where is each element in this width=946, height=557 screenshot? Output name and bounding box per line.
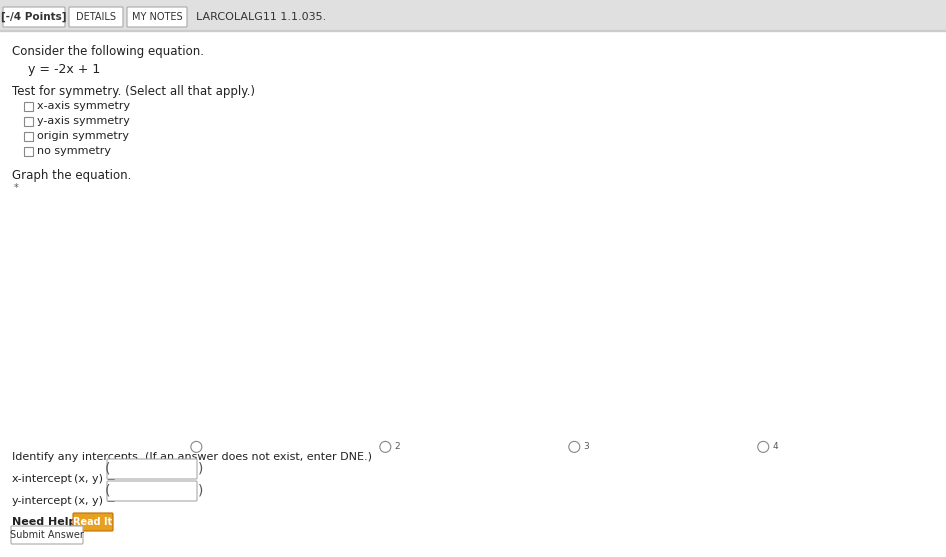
Text: x: x [377, 262, 383, 272]
Circle shape [758, 441, 769, 452]
FancyBboxPatch shape [69, 7, 123, 27]
Text: Need Help?: Need Help? [12, 517, 83, 527]
Text: Graph the equation.: Graph the equation. [12, 169, 131, 182]
Text: *: * [14, 183, 19, 193]
Text: ): ) [198, 484, 203, 498]
Text: y: y [660, 111, 667, 121]
Bar [0, 0, 946, 30]
Text: y = -2x + 1: y = -2x + 1 [28, 63, 100, 76]
Bar [24, 132, 33, 141]
Text: 4: 4 [772, 442, 778, 451]
Text: no symmetry: no symmetry [37, 146, 111, 156]
Text: x: x [566, 262, 572, 272]
Text: DETAILS: DETAILS [76, 12, 116, 22]
Circle shape [380, 441, 391, 452]
Text: y: y [283, 111, 289, 121]
Text: Identify any intercepts. (If an answer does not exist, enter DNE.): Identify any intercepts. (If an answer d… [12, 452, 372, 462]
Bar [0, 30, 946, 31]
Text: LARCOLALG11 1.1.035.: LARCOLALG11 1.1.035. [196, 12, 326, 22]
Bar [24, 117, 33, 126]
Text: [-/4 Points]: [-/4 Points] [1, 12, 67, 22]
Text: x-intercept: x-intercept [12, 474, 73, 484]
Text: 3: 3 [584, 442, 589, 451]
Text: x: x [944, 262, 946, 272]
Text: ): ) [198, 462, 203, 476]
FancyBboxPatch shape [73, 513, 113, 531]
Text: y: y [850, 111, 856, 121]
Text: Test for symmetry. (Select all that apply.): Test for symmetry. (Select all that appl… [12, 85, 255, 98]
Text: Consider the following equation.: Consider the following equation. [12, 45, 204, 58]
FancyBboxPatch shape [127, 7, 187, 27]
Text: (: ( [105, 484, 111, 498]
Circle shape [569, 441, 580, 452]
Text: MY NOTES: MY NOTES [131, 12, 183, 22]
Text: (: ( [105, 462, 111, 476]
FancyBboxPatch shape [3, 7, 65, 27]
FancyBboxPatch shape [11, 526, 83, 544]
Text: y-intercept: y-intercept [12, 496, 73, 506]
Text: (x, y) =: (x, y) = [74, 474, 115, 484]
FancyBboxPatch shape [107, 481, 197, 501]
Text: Submit Answer: Submit Answer [10, 530, 84, 540]
Bar [24, 102, 33, 111]
FancyBboxPatch shape [107, 459, 197, 479]
Text: x-axis symmetry: x-axis symmetry [37, 101, 131, 111]
Text: y-axis symmetry: y-axis symmetry [37, 116, 130, 126]
Text: x: x [755, 262, 762, 272]
Text: Read It: Read It [74, 517, 113, 527]
Text: 2: 2 [394, 442, 400, 451]
Text: y: y [472, 111, 478, 121]
Text: (x, y) =: (x, y) = [74, 496, 115, 506]
Text: origin symmetry: origin symmetry [37, 131, 129, 141]
Bar [24, 147, 33, 156]
Circle shape [191, 441, 201, 452]
